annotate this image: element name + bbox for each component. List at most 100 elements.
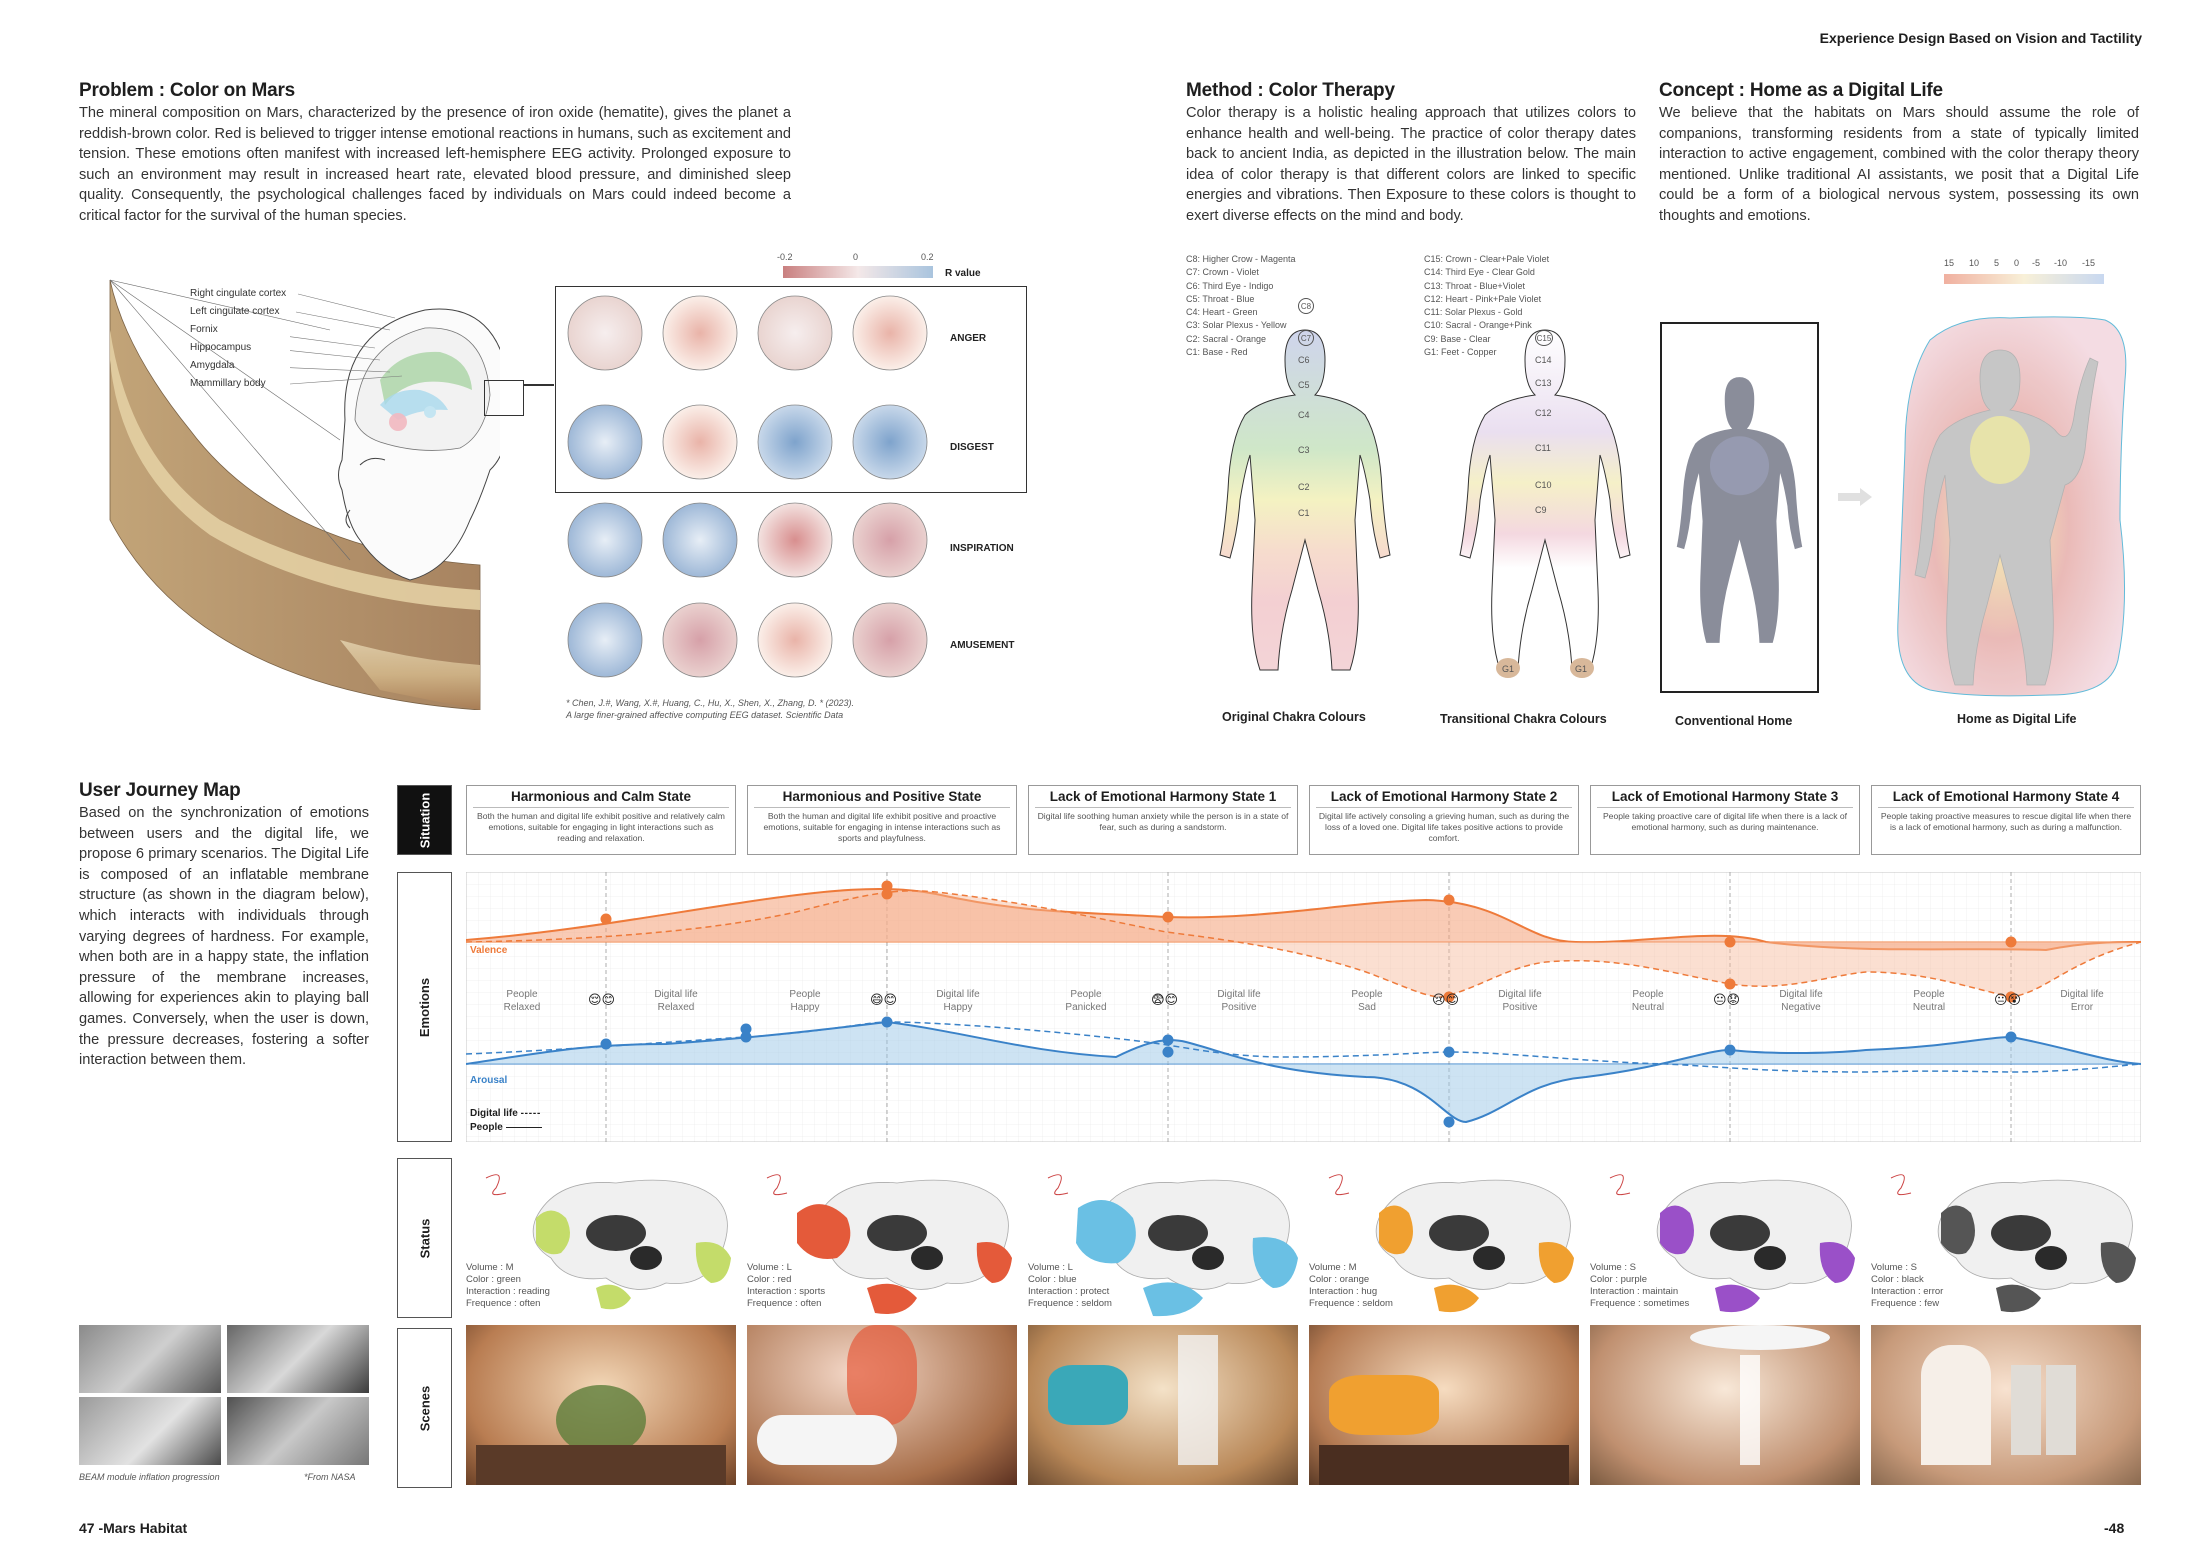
row-tab-scenes: Scenes <box>397 1328 452 1488</box>
journey-body: Based on the synchronization of emotions… <box>79 805 369 1069</box>
situation-card-2: Harmonious and Positive State Both the h… <box>747 785 1017 855</box>
legend-c10: C10: Sacral - Orange+Pink <box>1424 320 1532 331</box>
problem-body: The mineral composition on Mars, charact… <box>79 105 791 224</box>
concept-tick-m10: -10 <box>2054 258 2068 268</box>
situation-card-4: Lack of Emotional Harmony State 2 Digita… <box>1309 785 1579 855</box>
brain-label-leaders <box>290 293 403 385</box>
fig2-c9: C9 <box>1535 505 1547 515</box>
fig2-c10: C10 <box>1535 480 1552 490</box>
r-tick-pos: 0.2 <box>921 252 934 262</box>
brain-pointer-line <box>524 384 554 386</box>
eeg-topomaps <box>567 295 928 678</box>
beam-image-4 <box>227 1397 369 1465</box>
row-tab-status: Status <box>397 1158 452 1318</box>
legend-c5: C5: Throat - Blue <box>1186 293 1255 304</box>
situation-title-6: Lack of Emotional Harmony State 4 <box>1878 789 2134 808</box>
conventional-home-figure <box>1676 377 1803 643</box>
emo-people-1: People Relaxed <box>503 989 541 1013</box>
legend-digital-life: Digital life - - - - - <box>470 1108 540 1119</box>
situation-desc-3: Digital life soothing human anxiety whil… <box>1037 811 1289 832</box>
row-label-situation: Situation <box>417 792 433 848</box>
brain-label-left-cingulate: Left cingulate cortex <box>190 306 280 317</box>
digital-life-figure <box>1897 316 2127 697</box>
eeg-row-disgest: DISGEST <box>950 442 994 453</box>
journey-title: User Journey Map <box>79 780 241 801</box>
situation-title-4: Lack of Emotional Harmony State 2 <box>1316 789 1572 808</box>
eeg-row-amusement: AMUSEMENT <box>950 640 1015 651</box>
brain-labels: Right cingulate cortex Left cingulate co… <box>190 288 330 396</box>
scene-image-5 <box>1590 1325 1860 1485</box>
fig1-c4: C4 <box>1298 410 1310 420</box>
footer-right: -48 <box>2104 1520 2125 1536</box>
legend-c1: C1: Base - Red <box>1186 347 1248 358</box>
concept-tick-10: 10 <box>1969 258 1980 268</box>
situation-title-5: Lack of Emotional Harmony State 3 <box>1597 789 1853 808</box>
emo-people-6: People Neutral <box>1912 989 1946 1013</box>
emo-people-3: People Panicked <box>1065 989 1107 1013</box>
situation-card-5: Lack of Emotional Harmony State 3 People… <box>1590 785 1860 855</box>
fig1-c6: C6 <box>1298 355 1310 365</box>
fig2-c12: C12 <box>1535 408 1552 418</box>
scene-image-1 <box>466 1325 736 1485</box>
legend-digital-text: Digital life <box>470 1108 518 1119</box>
brain-label-right-cingulate: Right cingulate cortex <box>190 288 287 299</box>
caption-digital-life: Home as Digital Life <box>1957 712 2077 726</box>
emotions-chart <box>466 872 2141 1142</box>
legend-people: People <box>470 1122 542 1133</box>
chakra-legend-right: C15: Crown - Clear+Pale Violet C14: Thir… <box>1424 253 1604 359</box>
legend-c4: C4: Heart - Green <box>1186 307 1258 318</box>
fig1-c8: C8 <box>1298 298 1314 314</box>
header-title: Experience Design Based on Vision and Ta… <box>1819 30 2142 46</box>
row-tab-emotions: Emotions <box>397 872 452 1142</box>
method-title: Method : Color Therapy <box>1186 80 1395 101</box>
valence-label: Valence <box>470 945 508 956</box>
emo-people-4: People Sad <box>1351 989 1383 1013</box>
concept-body: We believe that the habitats on Mars sho… <box>1659 105 2139 224</box>
beam-image-1 <box>79 1325 221 1393</box>
emoji-pair-5: 😐😟 <box>1713 992 1741 1007</box>
conventional-home-frame <box>1660 322 1819 693</box>
caption-conventional-home: Conventional Home <box>1675 714 1793 728</box>
chakra-figure-original <box>1219 329 1391 671</box>
fig2-c15: C15 <box>1535 330 1553 346</box>
concept-scale: 15 10 5 0 -5 -10 -15 <box>1944 258 2106 288</box>
emo-digital-5: Digital life Negative <box>1779 989 1823 1013</box>
concept-tick-m5: -5 <box>2032 258 2041 268</box>
eeg-row-inspiration: INSPIRATION <box>950 543 1014 554</box>
situation-desc-5: People taking proactive care of digital … <box>1602 811 1848 832</box>
status-info-1: Volume : M Color : green Interaction : rea… <box>466 1262 550 1309</box>
situation-card-3: Lack of Emotional Harmony State 1 Digita… <box>1028 785 1298 855</box>
emoji-pair-1: 😌😊 <box>588 992 616 1007</box>
situation-card-6: Lack of Emotional Harmony State 4 People… <box>1871 785 2141 855</box>
r-gradient-bar <box>783 266 933 278</box>
r-tick-neg: -0.2 <box>777 252 793 262</box>
r-tick-zero: 0 <box>853 252 859 262</box>
scene-image-4 <box>1309 1325 1579 1485</box>
legend-c3: C3: Solar Plexus - Yellow <box>1186 320 1287 331</box>
scene-image-2 <box>747 1325 1017 1485</box>
status-info-3: Volume : L Color : blue Interaction : prot… <box>1028 1262 1112 1309</box>
concept-gradient-bar <box>1944 274 2104 284</box>
arrow-icon <box>1838 488 1872 506</box>
scene-image-3 <box>1028 1325 1298 1485</box>
emoji-pair-4: 😢😊 <box>1432 992 1460 1007</box>
concept-tick-5: 5 <box>1994 258 2000 268</box>
beam-caption: BEAM module inflation progression <box>79 1472 220 1482</box>
fig1-c2: C2 <box>1298 482 1310 492</box>
emoji-pair-2: 😄😊 <box>870 992 898 1007</box>
legend-c13: C13: Throat - Blue+Violet <box>1424 280 1525 291</box>
legend-c15: C15: Crown - Clear+Pale Violet <box>1424 254 1550 264</box>
emoji-pair-6: 😐😵 <box>1994 992 2022 1007</box>
row-tab-situation: Situation <box>397 785 452 855</box>
eeg-panel-frame <box>555 286 1027 493</box>
fig1-c7: C7 <box>1298 330 1314 346</box>
situation-desc-2: Both the human and digital life exhibit … <box>763 811 1001 843</box>
situation-desc-6: People taking proactive measures to resc… <box>1880 811 2132 832</box>
legend-g1: G1: Feet - Copper <box>1424 347 1497 358</box>
eeg-citation-1: * Chen, J.#, Wang, X.#, Huang, C., Hu, X… <box>566 698 854 708</box>
status-renders <box>485 1174 2136 1317</box>
emo-digital-6: Digital life Error <box>2060 989 2104 1013</box>
eeg-citation-2: A large finer-grained affective computin… <box>566 710 844 720</box>
concept-tick-15: 15 <box>1944 258 1955 268</box>
status-info-6: Volume : S Color : black Interaction : err… <box>1871 1262 1944 1309</box>
